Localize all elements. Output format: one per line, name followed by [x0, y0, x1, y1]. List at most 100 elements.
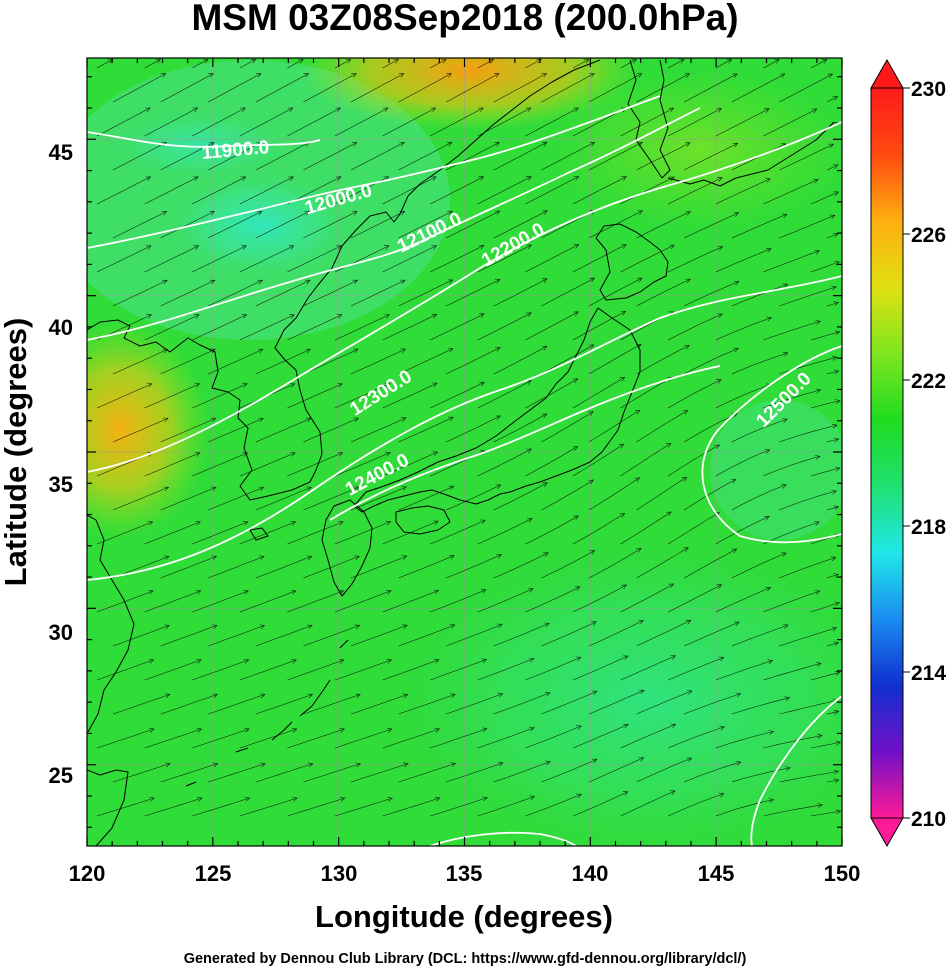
- streamline-arrowhead: [536, 59, 542, 64]
- streamline-arrowhead: [496, 554, 502, 559]
- streamline-arrowhead: [621, 244, 627, 249]
- height-contours: [87, 95, 842, 846]
- streamline-arrowhead: [618, 443, 625, 449]
- streamline: [446, 693, 503, 715]
- streamline-arrowhead: [811, 108, 818, 114]
- streamline-arrowhead: [631, 59, 637, 64]
- streamline-arrowhead: [352, 279, 359, 285]
- streamline-arrowhead: [244, 797, 251, 802]
- streamline-arrowhead: [494, 210, 501, 216]
- streamline-arrowhead: [782, 418, 788, 423]
- streamline: [398, 485, 454, 511]
- streamline: [636, 547, 689, 579]
- streamline-arrowhead: [434, 797, 441, 802]
- wind-streamlines: [96, 59, 842, 817]
- streamline-arrowhead: [621, 584, 628, 590]
- streamline-arrowhead: [259, 693, 266, 699]
- streamline-arrowhead: [433, 520, 439, 526]
- streamline: [810, 671, 841, 681]
- streamline-arrowhead: [833, 301, 840, 307]
- streamline-arrowhead: [669, 244, 675, 250]
- streamline-arrowhead: [634, 477, 641, 483]
- streamline: [382, 245, 437, 273]
- streamline-arrowhead: [385, 520, 392, 526]
- streamline: [192, 452, 248, 477]
- streamline: [684, 693, 741, 715]
- streamline: [779, 490, 837, 511]
- streamline: [334, 383, 390, 409]
- streamline: [446, 624, 503, 647]
- streamline-arrowhead: [832, 96, 839, 101]
- streamline: [636, 211, 691, 239]
- streamline-arrowhead: [774, 59, 780, 64]
- streamline: [255, 73, 309, 103]
- streamline-arrowhead: [832, 423, 838, 429]
- streamline: [493, 622, 550, 647]
- streamline: [779, 356, 838, 375]
- streamline-arrowhead: [202, 59, 209, 64]
- streamline: [779, 557, 836, 579]
- streamline: [572, 244, 627, 273]
- streamline: [446, 210, 500, 239]
- streamline: [779, 73, 833, 103]
- streamline: [715, 660, 773, 681]
- streamline: [684, 413, 738, 443]
- streamline: [382, 176, 437, 205]
- streamline: [588, 690, 645, 715]
- streamline-arrowhead: [766, 248, 772, 253]
- streamline: [763, 663, 822, 681]
- coast-taiwan-area: [87, 769, 129, 846]
- streamline: [192, 176, 246, 205]
- streamline: [636, 476, 687, 511]
- streamline-arrowhead: [817, 733, 823, 739]
- streamline-arrowhead: [493, 73, 500, 78]
- streamline-arrowhead: [831, 489, 837, 495]
- streamline-arrowhead: [588, 479, 594, 485]
- streamline-arrowhead: [591, 758, 598, 764]
- streamline-arrowhead: [781, 552, 787, 557]
- streamline: [493, 210, 548, 239]
- streamline-arrowhead: [146, 245, 152, 250]
- streamline: [572, 724, 629, 749]
- streamline-arrowhead: [572, 446, 579, 451]
- streamline-arrowhead: [634, 409, 641, 415]
- streamline: [731, 697, 790, 715]
- streamline: [684, 281, 740, 307]
- streamline: [525, 586, 580, 613]
- streamline-arrowhead: [450, 762, 457, 767]
- streamline-arrowhead: [574, 586, 581, 591]
- streamline-arrowhead: [446, 73, 452, 78]
- streamline-arrowhead: [576, 725, 582, 730]
- streamline-arrowhead: [525, 107, 532, 113]
- streamline-arrowhead: [831, 285, 837, 291]
- streamline-arrowhead: [684, 142, 691, 147]
- streamline: [731, 552, 787, 579]
- streamline-arrowhead: [765, 586, 772, 592]
- streamline: [446, 415, 501, 443]
- streamline: [160, 625, 217, 647]
- streamline-arrowhead: [685, 278, 691, 284]
- streamline: [144, 107, 198, 137]
- streamline: [763, 179, 819, 205]
- streamline: [382, 590, 439, 613]
- streamline-arrowhead: [829, 214, 836, 220]
- streamline-arrowhead: [685, 620, 692, 625]
- streamline: [239, 245, 294, 273]
- streamline: [826, 302, 839, 307]
- streamline-arrowhead: [163, 417, 169, 423]
- streamline-arrowhead: [195, 590, 202, 595]
- streamline-arrowhead: [583, 59, 590, 64]
- streamline: [192, 797, 250, 817]
- streamline-arrowhead: [447, 279, 454, 284]
- streamline: [620, 790, 676, 817]
- streamline-arrowhead: [478, 245, 485, 250]
- streamline-arrowhead: [730, 479, 737, 484]
- streamline-arrowhead: [338, 521, 344, 526]
- streamline: [715, 587, 771, 613]
- streamline: [430, 245, 485, 273]
- streamline: [763, 521, 820, 545]
- streamline: [334, 728, 392, 749]
- x-axis-title: Longitude (degrees): [315, 899, 613, 934]
- graticule: [87, 58, 842, 846]
- streamline: [112, 348, 168, 375]
